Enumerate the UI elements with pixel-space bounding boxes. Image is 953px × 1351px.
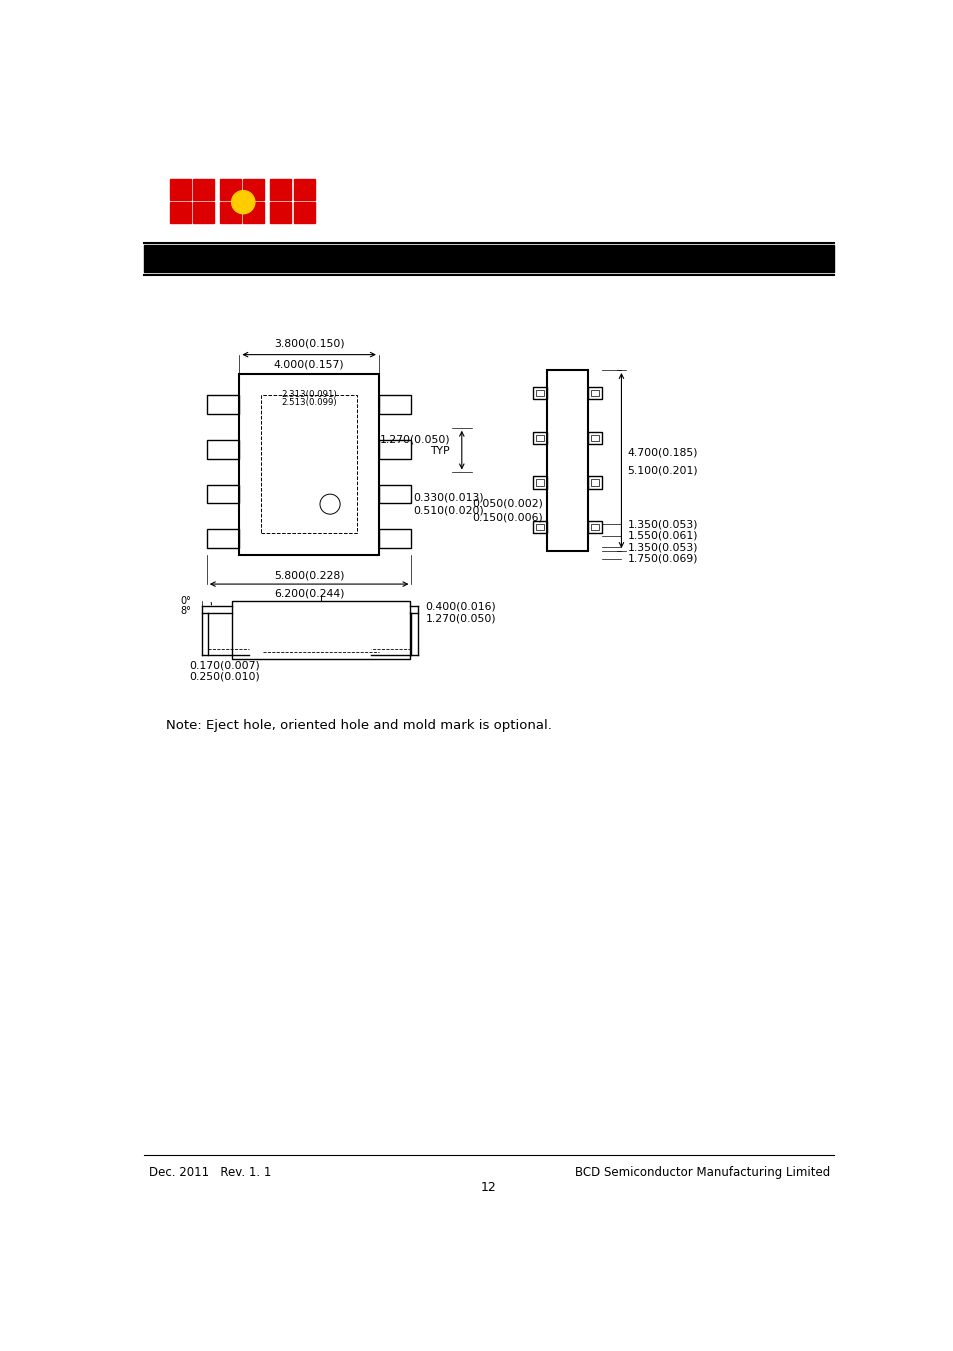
Bar <box>591 480 598 485</box>
Bar <box>587 386 601 400</box>
Bar <box>591 435 598 440</box>
Circle shape <box>232 190 254 213</box>
Bar <box>239 374 378 555</box>
Text: 0.400(0.016): 0.400(0.016) <box>425 601 496 612</box>
Bar <box>207 530 239 549</box>
Bar <box>533 521 546 534</box>
Bar <box>220 203 241 223</box>
Bar <box>591 524 598 530</box>
Text: 4.700(0.185): 4.700(0.185) <box>627 447 698 458</box>
Bar <box>378 440 411 458</box>
Bar <box>243 180 264 200</box>
Bar <box>536 435 543 440</box>
Text: 12: 12 <box>480 1181 497 1194</box>
Bar <box>207 485 239 503</box>
Bar <box>533 386 546 400</box>
Text: Dec. 2011   Rev. 1. 1: Dec. 2011 Rev. 1. 1 <box>149 1166 271 1179</box>
Text: 2.313(0.091): 2.313(0.091) <box>281 389 336 399</box>
Bar <box>207 396 239 413</box>
Text: 1.350(0.053): 1.350(0.053) <box>627 542 698 553</box>
Bar <box>144 245 833 273</box>
Bar <box>591 390 598 396</box>
Bar <box>378 530 411 549</box>
Text: 0.170(0.007): 0.170(0.007) <box>189 661 259 670</box>
Bar <box>220 180 241 200</box>
Bar <box>294 180 314 200</box>
Bar <box>170 180 191 200</box>
Bar <box>536 390 543 396</box>
Bar <box>270 180 291 200</box>
Bar <box>232 601 410 659</box>
Bar <box>536 524 543 530</box>
Text: 1.270(0.050): 1.270(0.050) <box>425 613 496 624</box>
Text: 8°: 8° <box>180 607 192 616</box>
Text: 0.050(0.002): 0.050(0.002) <box>472 499 542 508</box>
Bar <box>587 431 601 444</box>
Bar <box>243 203 264 223</box>
Text: 5.800(0.228): 5.800(0.228) <box>274 570 344 580</box>
Bar <box>587 477 601 489</box>
Text: 1.350(0.053): 1.350(0.053) <box>627 519 698 530</box>
Text: 3.800(0.150): 3.800(0.150) <box>274 339 344 349</box>
Bar <box>378 396 411 413</box>
Text: 4.000(0.157): 4.000(0.157) <box>274 359 344 369</box>
Bar <box>294 203 314 223</box>
Text: Note: Eject hole, oriented hole and mold mark is optional.: Note: Eject hole, oriented hole and mold… <box>166 719 551 732</box>
Bar <box>546 370 587 551</box>
Bar <box>536 480 543 485</box>
Bar <box>261 396 356 534</box>
Text: 0.150(0.006): 0.150(0.006) <box>472 512 542 521</box>
Bar <box>587 521 601 534</box>
Text: TYP: TYP <box>430 446 450 455</box>
Bar <box>533 477 546 489</box>
Text: 1.550(0.061): 1.550(0.061) <box>627 531 698 540</box>
Text: 2.513(0.099): 2.513(0.099) <box>281 399 336 407</box>
Text: 1.750(0.069): 1.750(0.069) <box>627 554 698 563</box>
Bar <box>270 203 291 223</box>
Text: 6.200(0.244): 6.200(0.244) <box>274 589 344 598</box>
Bar <box>207 440 239 458</box>
Text: 1.270(0.050): 1.270(0.050) <box>379 434 450 444</box>
Bar <box>170 203 191 223</box>
Bar <box>193 203 213 223</box>
Bar <box>193 180 213 200</box>
Text: 5.100(0.201): 5.100(0.201) <box>627 465 698 476</box>
Text: 0.330(0.013): 0.330(0.013) <box>414 492 484 503</box>
Text: 0°: 0° <box>180 596 192 607</box>
Text: 0.250(0.010): 0.250(0.010) <box>189 671 259 681</box>
Text: 0.510(0.020): 0.510(0.020) <box>414 505 484 516</box>
Text: BCD Semiconductor Manufacturing Limited: BCD Semiconductor Manufacturing Limited <box>574 1166 829 1179</box>
Bar <box>533 431 546 444</box>
Bar <box>378 485 411 503</box>
